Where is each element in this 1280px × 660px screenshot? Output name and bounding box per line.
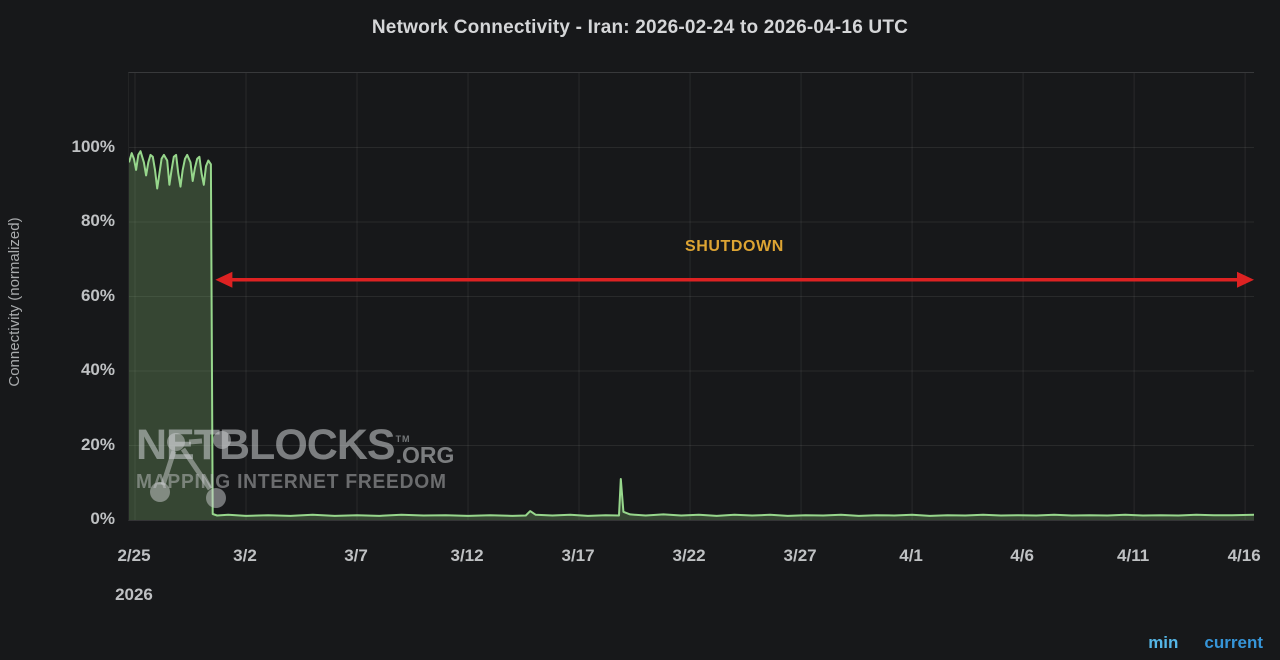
shutdown-arrow-left-head-icon xyxy=(215,271,233,288)
x-tick-label: 3/27 xyxy=(783,546,817,565)
legend-item-min[interactable]: min xyxy=(1148,633,1179,652)
x-tick-label: 3/17 xyxy=(561,546,595,565)
x-tick-label: 3/22 xyxy=(672,546,706,565)
x-tick-label: 4/6 xyxy=(1010,546,1034,565)
x-tick-label: 3/7 xyxy=(344,546,368,565)
x-tick-label: 2/25 xyxy=(117,546,151,565)
x-tick-label: 4/16 xyxy=(1227,546,1261,565)
shutdown-arrow-right-head-icon xyxy=(1237,271,1254,288)
x-axis-year-label: 2026 xyxy=(115,585,153,604)
y-tick-label: 40% xyxy=(80,360,115,379)
chart-title: Network Connectivity - Iran: 2026-02-24 … xyxy=(371,17,909,38)
y-tick-label: 20% xyxy=(80,434,115,454)
x-tick-label: 4/11 xyxy=(1117,546,1150,565)
y-tick-label: 100% xyxy=(71,136,115,156)
y-tick-label: 80% xyxy=(80,211,115,230)
x-tick-label: 4/1 xyxy=(899,546,923,565)
x-tick-label: 3/2 xyxy=(233,546,257,565)
connectivity-area xyxy=(129,151,1254,520)
y-axis-title: Connectivity (normalized) xyxy=(6,217,23,387)
shutdown-annotation-label: SHUTDOWN xyxy=(684,237,784,255)
plot-area: NETBLOCKS TM .ORG MAPPING INTERNET FREED… xyxy=(128,72,1254,521)
connectivity-series-chart xyxy=(129,73,1254,520)
y-tick-label: 0% xyxy=(90,509,115,528)
legend-item-current[interactable]: current xyxy=(1204,633,1263,652)
x-tick-label: 3/12 xyxy=(450,546,484,565)
legend: min current xyxy=(1148,633,1263,653)
connectivity-line xyxy=(129,150,1254,517)
y-tick-label: 60% xyxy=(80,285,115,305)
